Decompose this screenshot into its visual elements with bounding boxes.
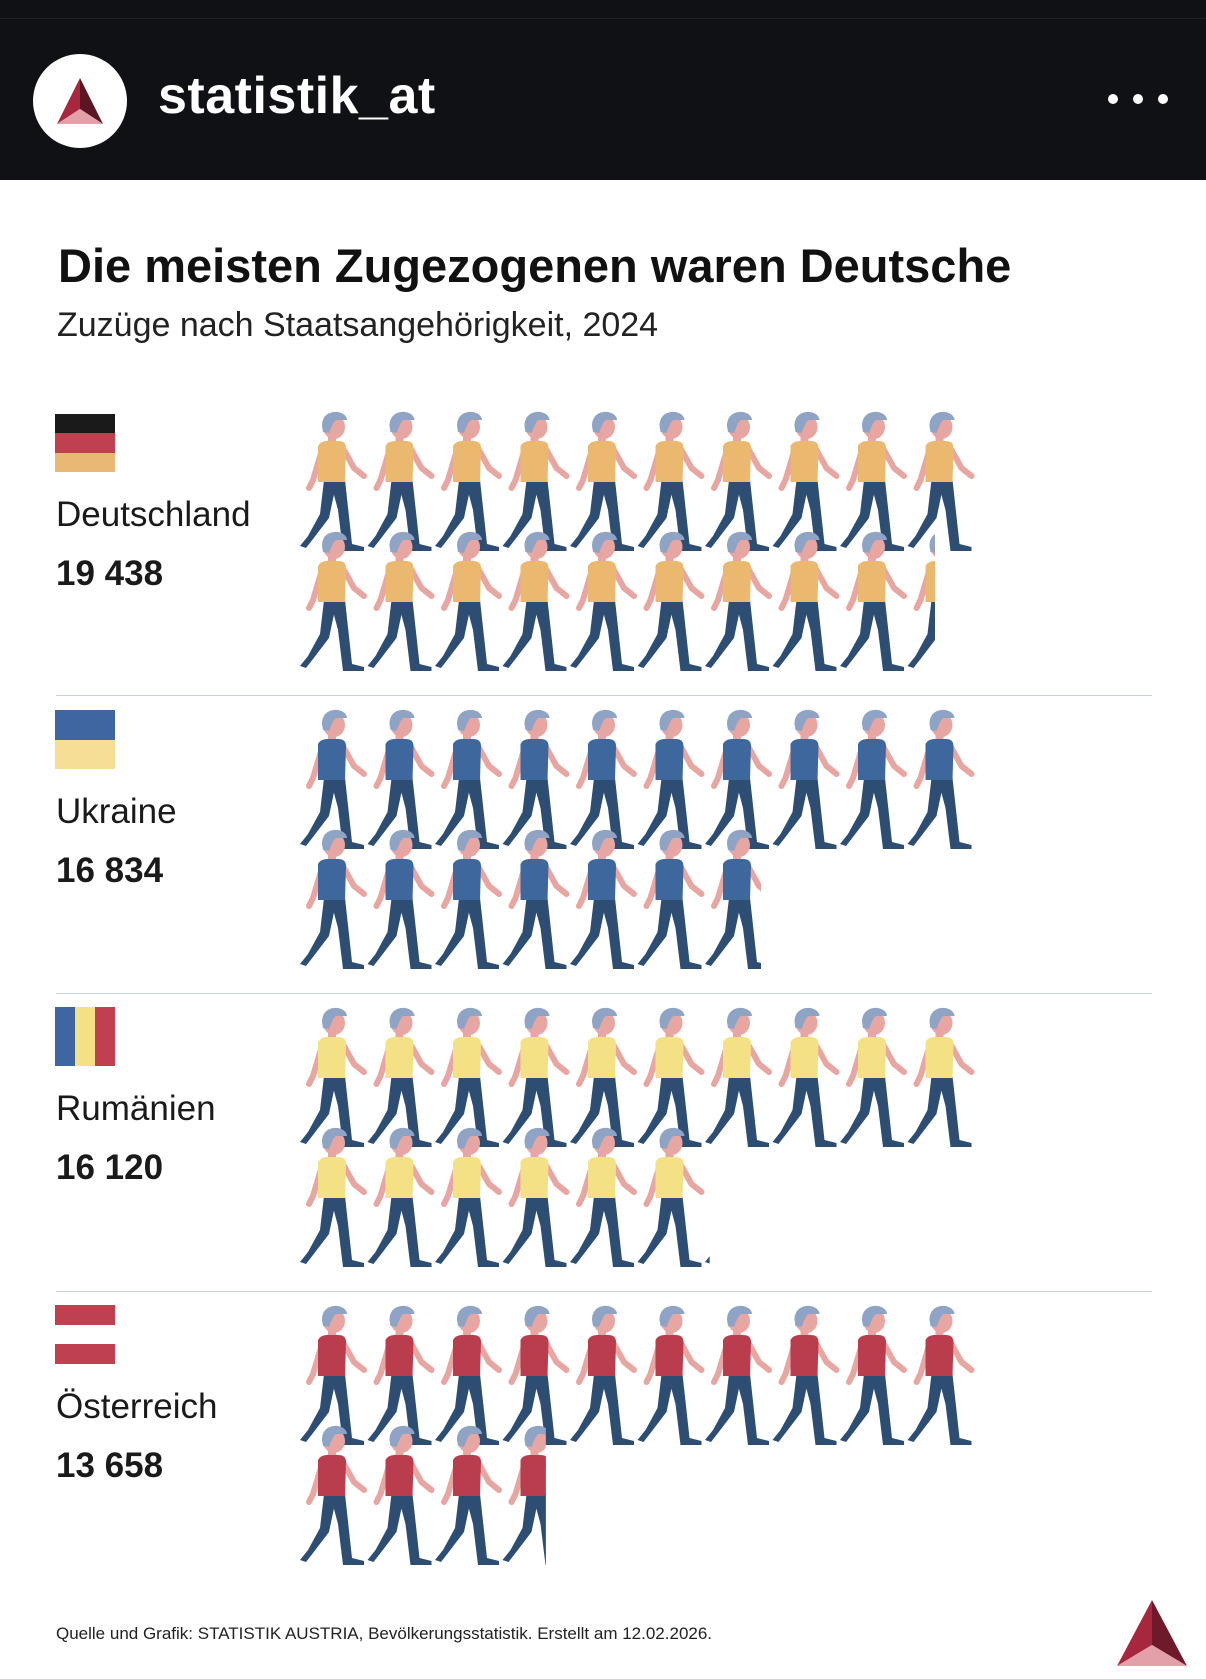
row-divider — [56, 993, 1152, 994]
person-icon — [840, 532, 904, 671]
person-icon — [368, 532, 432, 671]
person-icon — [638, 830, 702, 969]
person-icon — [368, 1128, 432, 1267]
person-icon — [368, 1008, 432, 1147]
person-icon — [368, 412, 432, 551]
person-icon — [435, 830, 499, 969]
person-icon — [840, 710, 904, 849]
person-icon — [300, 830, 364, 969]
person-icon — [908, 412, 972, 551]
person-icon — [570, 532, 634, 671]
count-label: 13 658 — [56, 1446, 164, 1485]
chart-subtitle: Zuzüge nach Staatsangehörigkeit, 2024 — [57, 306, 659, 344]
person-icon — [908, 710, 972, 849]
statistik-austria-logo-icon — [1117, 1600, 1187, 1666]
person-icon — [840, 1306, 904, 1445]
person-icon — [503, 532, 567, 671]
person-icon — [503, 1426, 546, 1565]
person-icon — [368, 1426, 432, 1565]
person-icon — [435, 1426, 499, 1565]
source-note: Quelle und Grafik: STATISTIK AUSTRIA, Be… — [56, 1624, 713, 1643]
person-icon — [300, 1426, 364, 1565]
country-label: Rumänien — [56, 1089, 216, 1128]
row-divider — [56, 1291, 1152, 1292]
person-icon — [570, 710, 634, 849]
person-icon — [300, 412, 364, 551]
person-icon — [638, 1306, 702, 1445]
person-icon — [705, 532, 769, 671]
person-icon — [773, 1008, 837, 1147]
person-icon — [638, 1128, 702, 1267]
person-icon — [368, 1306, 432, 1445]
person-icon — [503, 1306, 567, 1445]
person-icon — [840, 412, 904, 551]
flag-germany — [55, 414, 115, 472]
person-icon — [570, 1128, 634, 1267]
person-icon — [368, 830, 432, 969]
person-icon — [503, 1128, 567, 1267]
person-icon — [435, 1128, 499, 1267]
person-icon — [705, 830, 769, 969]
person-icon — [435, 710, 499, 849]
person-icon — [300, 1128, 364, 1267]
person-icon — [705, 710, 769, 849]
more-horizontal-icon[interactable] — [1108, 84, 1168, 114]
person-icon — [773, 710, 837, 849]
status-divider — [0, 18, 1206, 19]
person-icon — [570, 830, 634, 969]
count-label: 16 120 — [56, 1148, 164, 1187]
person-icon — [638, 1008, 702, 1147]
statistik-austria-logo-icon — [57, 78, 103, 124]
more-dot — [1158, 94, 1168, 104]
count-label: 19 438 — [56, 554, 164, 593]
person-icon — [570, 1306, 634, 1445]
person-icon — [570, 412, 634, 551]
person-icon — [435, 1306, 499, 1445]
person-icon — [773, 412, 837, 551]
more-dot — [1108, 94, 1118, 104]
avatar[interactable] — [33, 54, 127, 148]
person-icon — [503, 412, 567, 551]
person-icon — [435, 532, 499, 671]
person-icon — [638, 532, 702, 671]
person-icon — [570, 1008, 634, 1147]
person-icon — [908, 1306, 972, 1445]
more-dot — [1133, 94, 1143, 104]
country-label: Österreich — [56, 1387, 218, 1426]
row-divider — [56, 695, 1152, 696]
person-icon — [435, 412, 499, 551]
account-username[interactable]: statistik_at — [158, 67, 436, 125]
person-icon — [368, 710, 432, 849]
person-icon — [503, 1008, 567, 1147]
person-icon — [773, 1306, 837, 1445]
person-icon — [705, 1306, 769, 1445]
post-header: statistik_at — [0, 0, 1206, 180]
person-icon — [908, 1008, 972, 1147]
count-label: 16 834 — [56, 851, 164, 890]
person-icon — [503, 830, 567, 969]
person-icon — [300, 532, 364, 671]
person-icon — [300, 1306, 364, 1445]
person-icon — [705, 1008, 769, 1147]
person-icon — [300, 1008, 364, 1147]
person-icon — [705, 412, 769, 551]
person-icon — [503, 710, 567, 849]
person-icon — [638, 710, 702, 849]
flag-austria — [55, 1305, 115, 1365]
person-icon — [705, 1128, 769, 1267]
flag-romania — [55, 1007, 115, 1066]
person-icon — [908, 532, 936, 671]
person-icon — [300, 710, 364, 849]
chart-title: Die meisten Zugezogenen waren Deutsche — [58, 239, 1012, 292]
country-label: Ukraine — [56, 792, 177, 831]
person-icon — [435, 1008, 499, 1147]
person-icon — [840, 1008, 904, 1147]
person-icon — [638, 412, 702, 551]
flag-ukraine — [55, 710, 115, 769]
person-icon — [773, 532, 837, 671]
country-label: Deutschland — [56, 495, 251, 534]
